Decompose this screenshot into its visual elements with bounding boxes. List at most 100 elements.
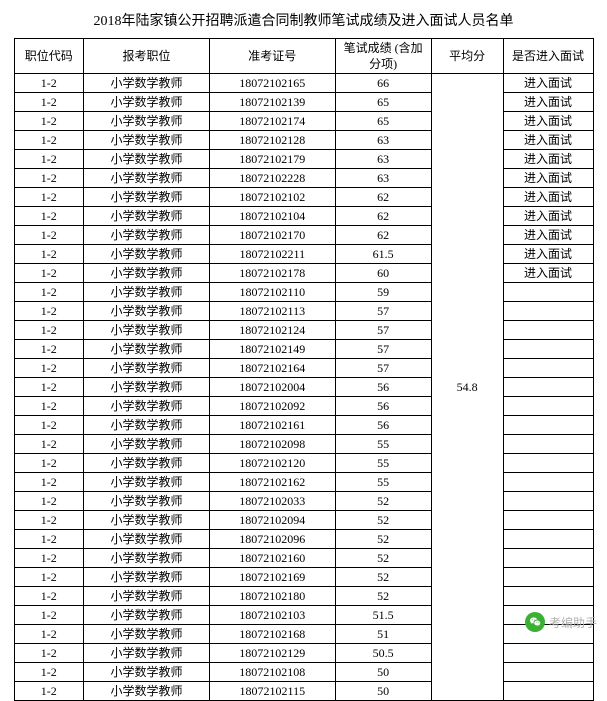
cell-position: 小学数学教师 (84, 606, 210, 625)
cell-score: 62 (335, 226, 431, 245)
cell-code: 1-2 (14, 207, 84, 226)
cell-code: 1-2 (14, 644, 84, 663)
cell-score: 52 (335, 568, 431, 587)
page-title: 2018年陆家镇公开招聘派遣合同制教师笔试成绩及进入面试人员名单 (0, 0, 607, 38)
cell-position: 小学数学教师 (84, 625, 210, 644)
cell-examno: 18072102092 (209, 397, 335, 416)
cell-examno: 18072102179 (209, 150, 335, 169)
table-row: 1-2小学数学教师1807210212055 (14, 454, 593, 473)
cell-position: 小学数学教师 (84, 321, 210, 340)
cell-position: 小学数学教师 (84, 549, 210, 568)
cell-code: 1-2 (14, 188, 84, 207)
cell-score: 63 (335, 169, 431, 188)
table-row: 1-2小学数学教师1807210211550 (14, 682, 593, 701)
cell-position: 小学数学教师 (84, 188, 210, 207)
cell-interview (503, 283, 593, 302)
cell-examno: 18072102165 (209, 74, 335, 93)
cell-examno: 18072102124 (209, 321, 335, 340)
cell-position: 小学数学教师 (84, 435, 210, 454)
cell-code: 1-2 (14, 112, 84, 131)
cell-code: 1-2 (14, 93, 84, 112)
table-row: 1-2小学数学教师1807210218052 (14, 587, 593, 606)
cell-position: 小学数学教师 (84, 530, 210, 549)
cell-interview: 进入面试 (503, 226, 593, 245)
cell-code: 1-2 (14, 131, 84, 150)
cell-score: 65 (335, 93, 431, 112)
cell-examno: 18072102178 (209, 264, 335, 283)
cell-interview (503, 663, 593, 682)
cell-interview (503, 530, 593, 549)
cell-examno: 18072102160 (209, 549, 335, 568)
cell-position: 小学数学教师 (84, 283, 210, 302)
cell-position: 小学数学教师 (84, 93, 210, 112)
cell-interview (503, 644, 593, 663)
cell-interview (503, 606, 593, 625)
cell-examno: 18072102162 (209, 473, 335, 492)
cell-interview: 进入面试 (503, 93, 593, 112)
cell-score: 57 (335, 340, 431, 359)
table-body: 1-2小学数学教师180721021656654.8进入面试1-2小学数学教师1… (14, 74, 593, 701)
cell-interview: 进入面试 (503, 131, 593, 150)
cell-examno: 18072102168 (209, 625, 335, 644)
table-row: 1-2小学数学教师1807210212950.5 (14, 644, 593, 663)
table-row: 1-2小学数学教师1807210217860进入面试 (14, 264, 593, 283)
cell-examno: 18072102129 (209, 644, 335, 663)
cell-examno: 18072102164 (209, 359, 335, 378)
cell-score: 57 (335, 321, 431, 340)
cell-position: 小学数学教师 (84, 74, 210, 93)
cell-code: 1-2 (14, 435, 84, 454)
cell-interview: 进入面试 (503, 245, 593, 264)
cell-position: 小学数学教师 (84, 492, 210, 511)
cell-examno: 18072102211 (209, 245, 335, 264)
table-row: 1-2小学数学教师1807210211357 (14, 302, 593, 321)
cell-code: 1-2 (14, 150, 84, 169)
header-position: 报考职位 (84, 39, 210, 74)
cell-code: 1-2 (14, 473, 84, 492)
cell-examno: 18072102120 (209, 454, 335, 473)
cell-score: 56 (335, 416, 431, 435)
cell-position: 小学数学教师 (84, 264, 210, 283)
cell-examno: 18072102102 (209, 188, 335, 207)
table-row: 1-2小学数学教师1807210203352 (14, 492, 593, 511)
cell-code: 1-2 (14, 340, 84, 359)
cell-code: 1-2 (14, 492, 84, 511)
cell-score: 51.5 (335, 606, 431, 625)
cell-score: 52 (335, 530, 431, 549)
cell-code: 1-2 (14, 302, 84, 321)
cell-avg: 54.8 (431, 74, 503, 701)
cell-examno: 18072102004 (209, 378, 335, 397)
cell-interview (503, 682, 593, 701)
cell-score: 52 (335, 549, 431, 568)
cell-examno: 18072102161 (209, 416, 335, 435)
table-row: 1-2小学数学教师1807210214957 (14, 340, 593, 359)
cell-position: 小学数学教师 (84, 587, 210, 606)
table-row: 1-2小学数学教师1807210211059 (14, 283, 593, 302)
table-row: 1-2小学数学教师1807210209452 (14, 511, 593, 530)
table-row: 1-2小学数学教师1807210212863进入面试 (14, 131, 593, 150)
cell-interview (503, 378, 593, 397)
cell-position: 小学数学教师 (84, 416, 210, 435)
cell-score: 62 (335, 188, 431, 207)
cell-code: 1-2 (14, 321, 84, 340)
cell-position: 小学数学教师 (84, 112, 210, 131)
cell-interview (503, 492, 593, 511)
cell-examno: 18072102033 (209, 492, 335, 511)
table-row: 1-2小学数学教师1807210216052 (14, 549, 593, 568)
cell-interview: 进入面试 (503, 207, 593, 226)
cell-interview: 进入面试 (503, 188, 593, 207)
cell-examno: 18072102104 (209, 207, 335, 226)
cell-score: 55 (335, 473, 431, 492)
cell-position: 小学数学教师 (84, 131, 210, 150)
cell-score: 63 (335, 131, 431, 150)
cell-code: 1-2 (14, 587, 84, 606)
cell-code: 1-2 (14, 530, 84, 549)
cell-interview (503, 435, 593, 454)
cell-score: 59 (335, 283, 431, 302)
cell-position: 小学数学教师 (84, 169, 210, 188)
cell-examno: 18072102098 (209, 435, 335, 454)
table-row: 1-2小学数学教师1807210216952 (14, 568, 593, 587)
cell-score: 57 (335, 302, 431, 321)
cell-interview (503, 454, 593, 473)
cell-examno: 18072102110 (209, 283, 335, 302)
cell-position: 小学数学教师 (84, 359, 210, 378)
